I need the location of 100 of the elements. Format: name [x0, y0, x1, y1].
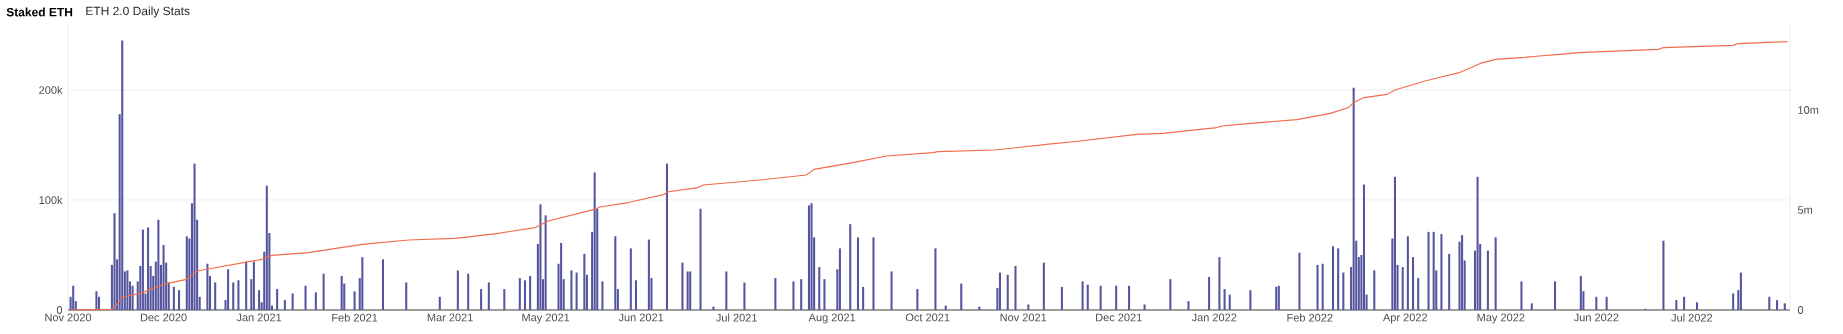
bar	[1042, 262, 1045, 310]
bar	[560, 242, 563, 310]
bar	[1393, 176, 1396, 310]
bar	[823, 279, 826, 310]
bar	[1486, 250, 1489, 310]
x-tick-label: Jan 2022	[1191, 313, 1237, 322]
bar	[227, 269, 230, 310]
bar	[1006, 274, 1009, 310]
x-tick-label: May 2021	[522, 313, 570, 324]
bar	[1373, 270, 1376, 310]
bar	[665, 163, 668, 310]
x-tick-label: Dec 2020	[140, 313, 187, 322]
bar	[810, 203, 813, 310]
x-tick-label: Jun 2021	[618, 313, 664, 322]
bar	[113, 213, 116, 310]
bar	[593, 172, 596, 310]
x-tick-label: Feb 2022	[1287, 313, 1333, 322]
bar	[157, 219, 160, 310]
bar	[800, 279, 803, 310]
bar	[1662, 240, 1665, 310]
bar	[1316, 264, 1319, 310]
x-tick-label: Dec 2021	[1096, 313, 1142, 322]
bar	[681, 262, 684, 310]
bar	[291, 293, 294, 310]
bar	[1739, 272, 1742, 310]
bar	[172, 286, 175, 310]
bar	[214, 282, 217, 310]
x-tick-label: Mar 2021	[427, 313, 473, 322]
y2-tick-label: 10m	[1798, 106, 1819, 114]
x-tick-label: Jul 2022	[1671, 313, 1713, 322]
bar	[1417, 278, 1420, 310]
bar	[1605, 296, 1608, 310]
bar	[1683, 296, 1686, 310]
bar	[1060, 286, 1063, 310]
x-tick-label: Jun 2022	[1573, 313, 1619, 322]
bar	[193, 163, 196, 310]
bar	[1099, 285, 1102, 310]
bar	[487, 282, 490, 310]
bar	[1412, 257, 1415, 310]
bar	[1440, 234, 1443, 310]
bar	[1401, 267, 1404, 310]
bar	[206, 263, 209, 310]
bar	[1249, 290, 1252, 310]
bar	[121, 40, 124, 310]
bar	[686, 271, 689, 310]
chart-subtitle: ETH 2.0 Daily Stats	[86, 6, 190, 18]
bar	[1675, 300, 1678, 310]
bar	[438, 296, 441, 310]
bar	[1321, 263, 1324, 310]
bar	[1081, 281, 1084, 310]
bar	[314, 292, 317, 310]
bar	[381, 259, 385, 310]
bar	[1427, 231, 1430, 310]
bar	[518, 278, 521, 310]
bar	[1476, 176, 1479, 310]
chart-title: Staked ETH	[6, 7, 73, 17]
x-tick-label: Feb 2021	[332, 313, 378, 322]
bar	[340, 275, 343, 310]
x-tick-label: Oct 2021	[905, 313, 950, 322]
bar	[601, 281, 604, 310]
bar	[1732, 293, 1735, 310]
bar	[304, 285, 307, 310]
bar	[916, 289, 919, 310]
x-tick-label: Jul 2021	[716, 313, 757, 322]
bar	[1579, 275, 1582, 310]
bar	[1494, 237, 1497, 310]
bar	[353, 291, 356, 310]
bar	[575, 272, 578, 310]
bar	[1218, 257, 1221, 310]
bar	[1776, 300, 1779, 310]
bar	[162, 245, 165, 310]
bar	[807, 205, 810, 310]
bar	[838, 248, 841, 310]
bar	[1342, 272, 1345, 310]
bar	[1143, 304, 1146, 310]
bar	[792, 281, 795, 310]
bar	[1520, 281, 1523, 310]
bar	[1014, 265, 1017, 310]
bar	[960, 283, 963, 310]
bar	[1223, 289, 1226, 310]
bar	[544, 215, 547, 310]
bar	[523, 280, 527, 310]
bar	[1553, 281, 1557, 310]
bar	[178, 290, 181, 310]
bar	[629, 248, 632, 310]
bar	[322, 273, 325, 310]
line-series	[70, 41, 1788, 311]
bar	[283, 300, 286, 310]
bar	[456, 270, 459, 310]
bar	[998, 272, 1002, 310]
y2-tick-label: 0	[1797, 306, 1804, 314]
bar	[265, 185, 268, 310]
bar	[1115, 285, 1118, 310]
bar	[818, 267, 821, 310]
y-tick-label: 200k	[39, 85, 63, 94]
bar	[774, 278, 777, 310]
bar	[529, 275, 532, 310]
bar	[1228, 294, 1231, 310]
x-tick-label: Nov 2021	[1000, 313, 1047, 322]
bar	[1783, 303, 1786, 310]
